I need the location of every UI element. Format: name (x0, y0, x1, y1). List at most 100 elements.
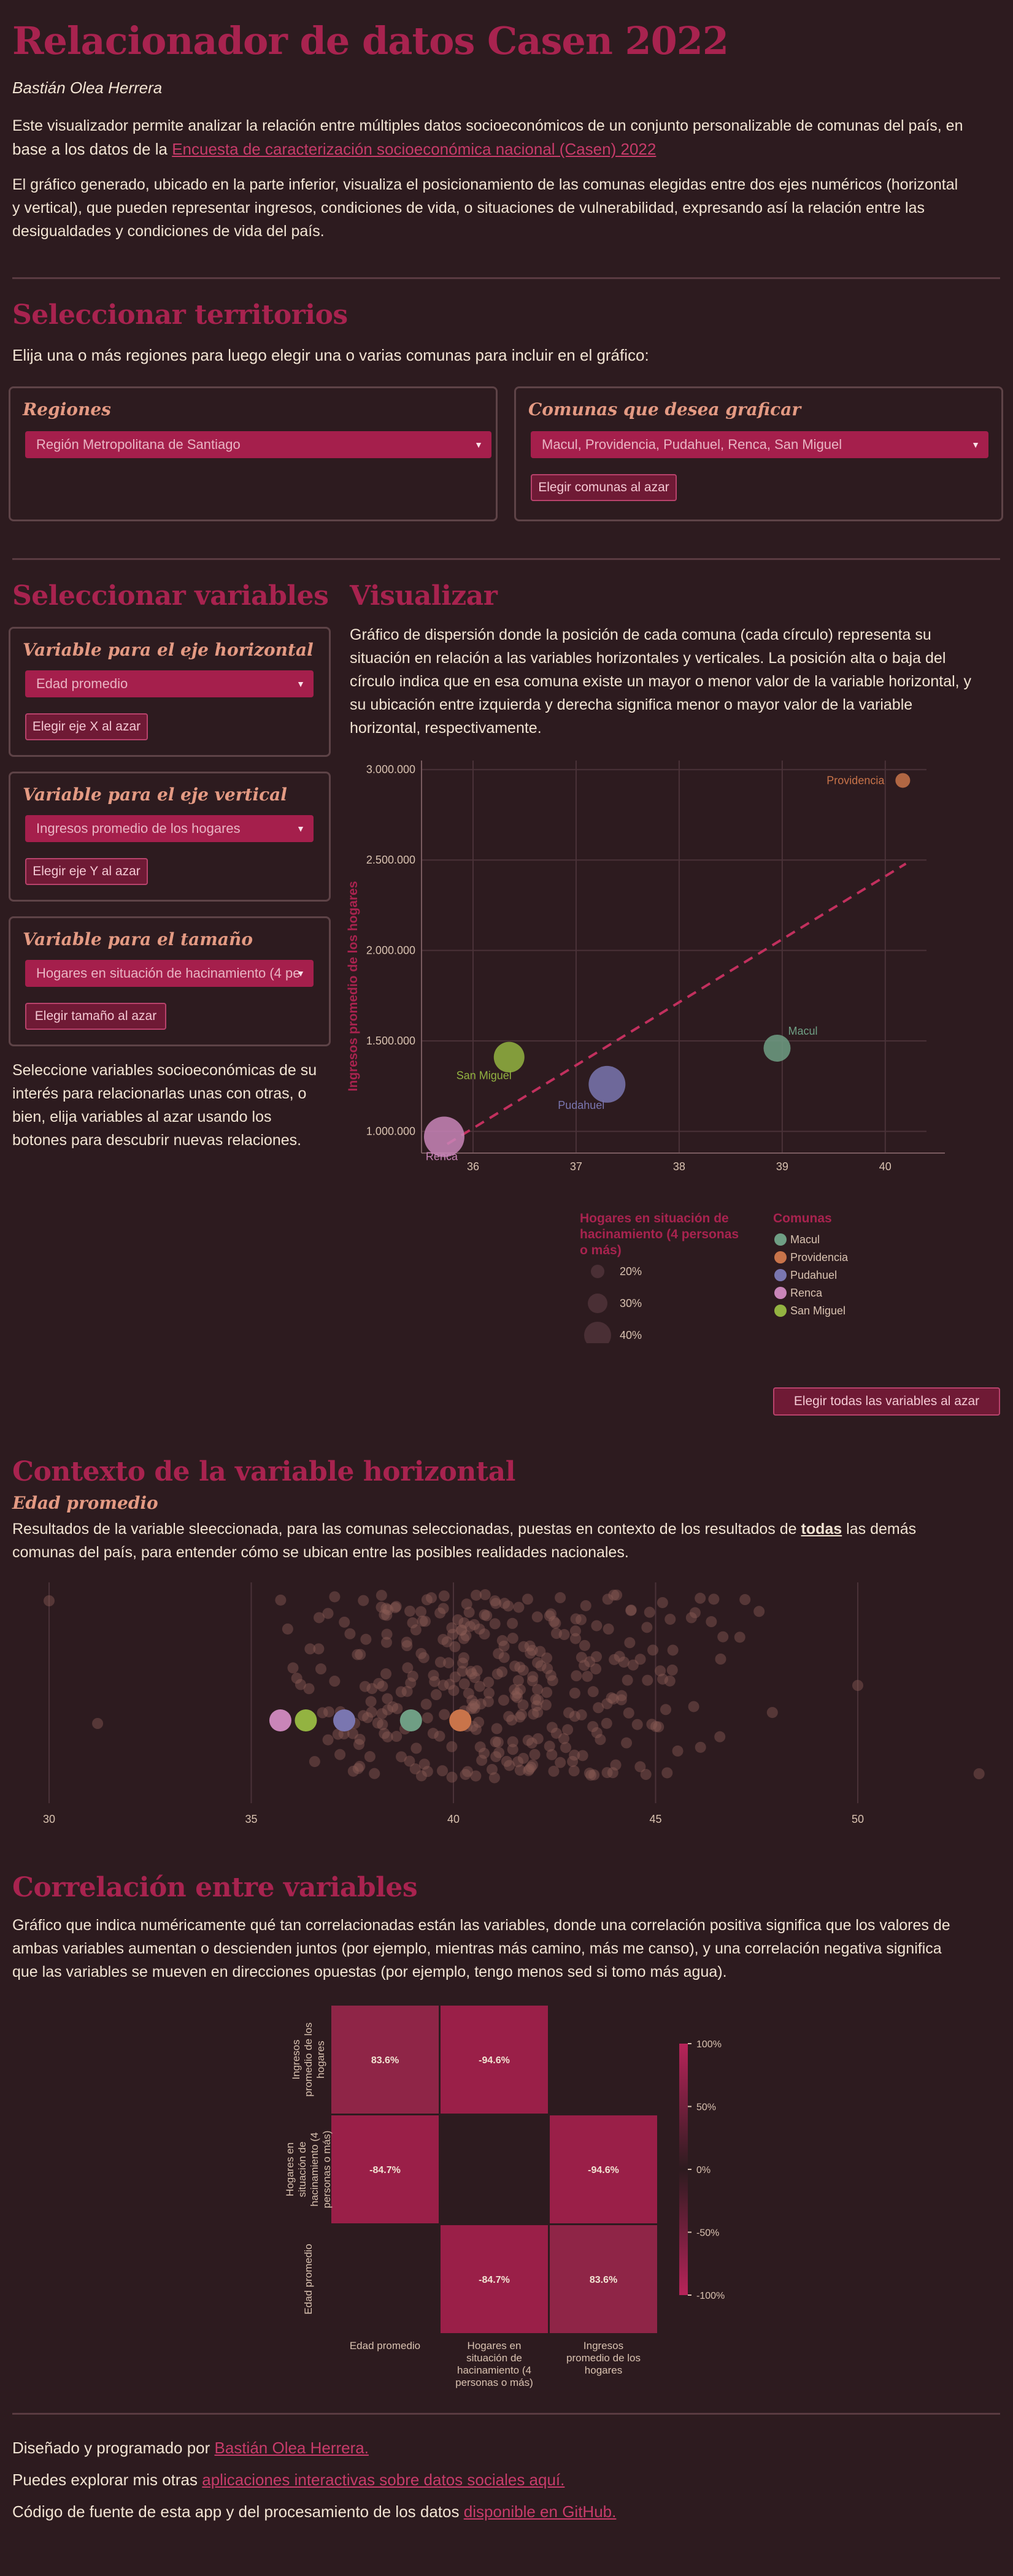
other-comuna-dot (569, 1625, 581, 1637)
color-legend-label: Providencia (790, 1251, 849, 1263)
correlation-heatmap[interactable]: 83.6% -94.6% -84.7% -94.6% -84.7% 83.6% Edad … (258, 1999, 749, 2392)
other-comuna-dot (529, 1749, 541, 1760)
other-comuna-dot (491, 1668, 503, 1680)
other-comuna-dot (427, 1728, 439, 1739)
point-providencia[interactable] (895, 773, 911, 788)
other-comuna-dot (444, 1679, 455, 1690)
apps-link[interactable]: aplicaciones interactivas sobre datos so… (202, 2471, 565, 2489)
size-random-button[interactable]: Elegir tamaño al azar (25, 1003, 166, 1030)
heatmap-cell[interactable] (550, 2115, 657, 2223)
heatmap-cells[interactable]: 83.6% -94.6% -84.7% -94.6% -84.7% 83.6% (331, 2006, 657, 2333)
point-renca[interactable] (423, 1116, 464, 1157)
contexto-text-end: las demás (846, 1520, 917, 1538)
other-comuna-dot (526, 1675, 538, 1687)
other-comuna-dot (360, 1633, 372, 1645)
other-comuna-dot (438, 1590, 450, 1602)
heatmap-cell[interactable] (550, 2225, 657, 2333)
other-comuna-dot (461, 1598, 472, 1610)
other-comuna-dot (532, 1733, 544, 1744)
other-comuna-dot (443, 1657, 455, 1669)
other-comuna-dot (382, 1731, 393, 1742)
other-comuna-dot (534, 1646, 546, 1657)
section-title-contexto: Contexto de la variable horizontal (12, 1456, 515, 1487)
other-comuna-dot (401, 1640, 413, 1652)
context-chart[interactable]: 30 35 40 45 50 (0, 1576, 1013, 1834)
context-point-macul[interactable] (399, 1709, 422, 1731)
visualizar-line-4: su ubicación entre izquierda y derecha s… (350, 696, 913, 713)
y-variable-select[interactable]: Ingresos promedio de los hogares ▼ (25, 815, 314, 842)
context-point-san-miguel[interactable] (295, 1709, 317, 1731)
other-comuna-dot (303, 1683, 315, 1695)
all-random-button[interactable]: Elegir todas las variables al azar (773, 1387, 1000, 1416)
other-comuna-dot (558, 1733, 569, 1744)
heatmap-y-label: Edad promedio (302, 2244, 314, 2314)
heatmap-x-label: Hogares en (468, 2340, 522, 2352)
other-comuna-dot (644, 1606, 655, 1618)
other-comuna-dot (476, 1755, 488, 1766)
x-variable-select[interactable]: Edad promedio ▼ (25, 670, 314, 697)
other-comuna-dot (558, 1629, 570, 1641)
point-pudahuel[interactable] (588, 1065, 626, 1103)
other-comuna-dot (382, 1604, 394, 1616)
other-comuna-dot (456, 1624, 468, 1636)
trend-line (446, 862, 907, 1145)
size-variable-select[interactable]: Hogares en situación de hacinamiento (4 … (25, 960, 314, 987)
size-legend-circle (591, 1265, 604, 1278)
casen-link[interactable]: Encuesta de caracterización socioeconómi… (172, 140, 657, 158)
other-comuna-dot (545, 1608, 557, 1620)
other-comuna-dot (601, 1717, 612, 1729)
variables-help: Seleccione variables socioeconómicas de … (12, 1059, 331, 1152)
help-line-3: bien, elija variables al azar usando los (12, 1108, 272, 1125)
other-comuna-dot (381, 1628, 393, 1640)
other-comuna-dot (514, 1711, 526, 1723)
other-comuna-dot (447, 1628, 458, 1640)
point-macul[interactable] (763, 1034, 791, 1062)
other-comuna-dot (490, 1736, 501, 1747)
other-comuna-dot (376, 1590, 387, 1601)
regiones-select[interactable]: Región Metropolitana de Santiago ▼ (25, 431, 491, 458)
other-comuna-dot (560, 1742, 572, 1754)
heatmap-cell-label: 83.6% (590, 2275, 617, 2285)
heatmap-cell[interactable] (331, 2115, 439, 2223)
context-highlighted-comunas[interactable] (269, 1709, 472, 1731)
context-point-renca[interactable] (269, 1709, 291, 1731)
author-link[interactable]: Bastián Olea Herrera. (214, 2439, 369, 2457)
other-comuna-dot (507, 1744, 518, 1755)
point-san-miguel[interactable] (493, 1041, 525, 1073)
other-comuna-dot (608, 1589, 620, 1601)
other-comuna-dot (571, 1670, 582, 1682)
divider (12, 277, 1000, 279)
other-comuna-dot (627, 1659, 639, 1671)
other-comuna-dot (688, 1701, 699, 1712)
other-comuna-dot (655, 1665, 666, 1677)
comunas-random-button[interactable]: Elegir comunas al azar (531, 474, 677, 501)
scatter-marks[interactable]: Providencia Macul Pudahuel San Miguel Renca (423, 773, 911, 1162)
other-comuna-dot (527, 1671, 539, 1682)
context-point-providencia[interactable] (449, 1709, 472, 1731)
other-comuna-dot (579, 1660, 590, 1671)
other-comuna-dot (446, 1741, 458, 1752)
regiones-select-value: Región Metropolitana de Santiago (36, 437, 241, 452)
comunas-select[interactable]: Macul, Providencia, Pudahuel, Renca, San… (531, 431, 988, 458)
other-comuna-dot (456, 1625, 468, 1636)
other-comuna-dot (481, 1610, 493, 1622)
other-comuna-dot (488, 1772, 500, 1784)
heatmap-cell[interactable] (441, 2225, 548, 2333)
heatmap-cell[interactable] (441, 2006, 548, 2114)
other-comuna-dot (576, 1614, 587, 1625)
other-comuna-dot (437, 1634, 449, 1646)
other-comuna-dot (437, 1603, 449, 1614)
github-link[interactable]: disponible en GitHub. (463, 2502, 617, 2521)
visualizar-line-5: horizontal, respectivamente. (350, 719, 542, 737)
heatmap-cell[interactable] (331, 2006, 439, 2114)
scatter-chart[interactable]: 36 37 38 39 40 1.000.000 1.500.000 2.000.000 2.5… (344, 748, 1006, 1343)
other-comuna-dot (518, 1641, 530, 1652)
x-random-button[interactable]: Elegir eje X al azar (25, 713, 148, 740)
context-point-pudahuel[interactable] (333, 1709, 356, 1731)
other-comuna-dot (344, 1628, 356, 1639)
y-random-button[interactable]: Elegir eje Y al azar (25, 858, 148, 885)
heatmap-x-label: personas o más) (455, 2377, 533, 2388)
other-comuna-dot (479, 1589, 491, 1601)
other-comuna-dot (314, 1612, 325, 1623)
